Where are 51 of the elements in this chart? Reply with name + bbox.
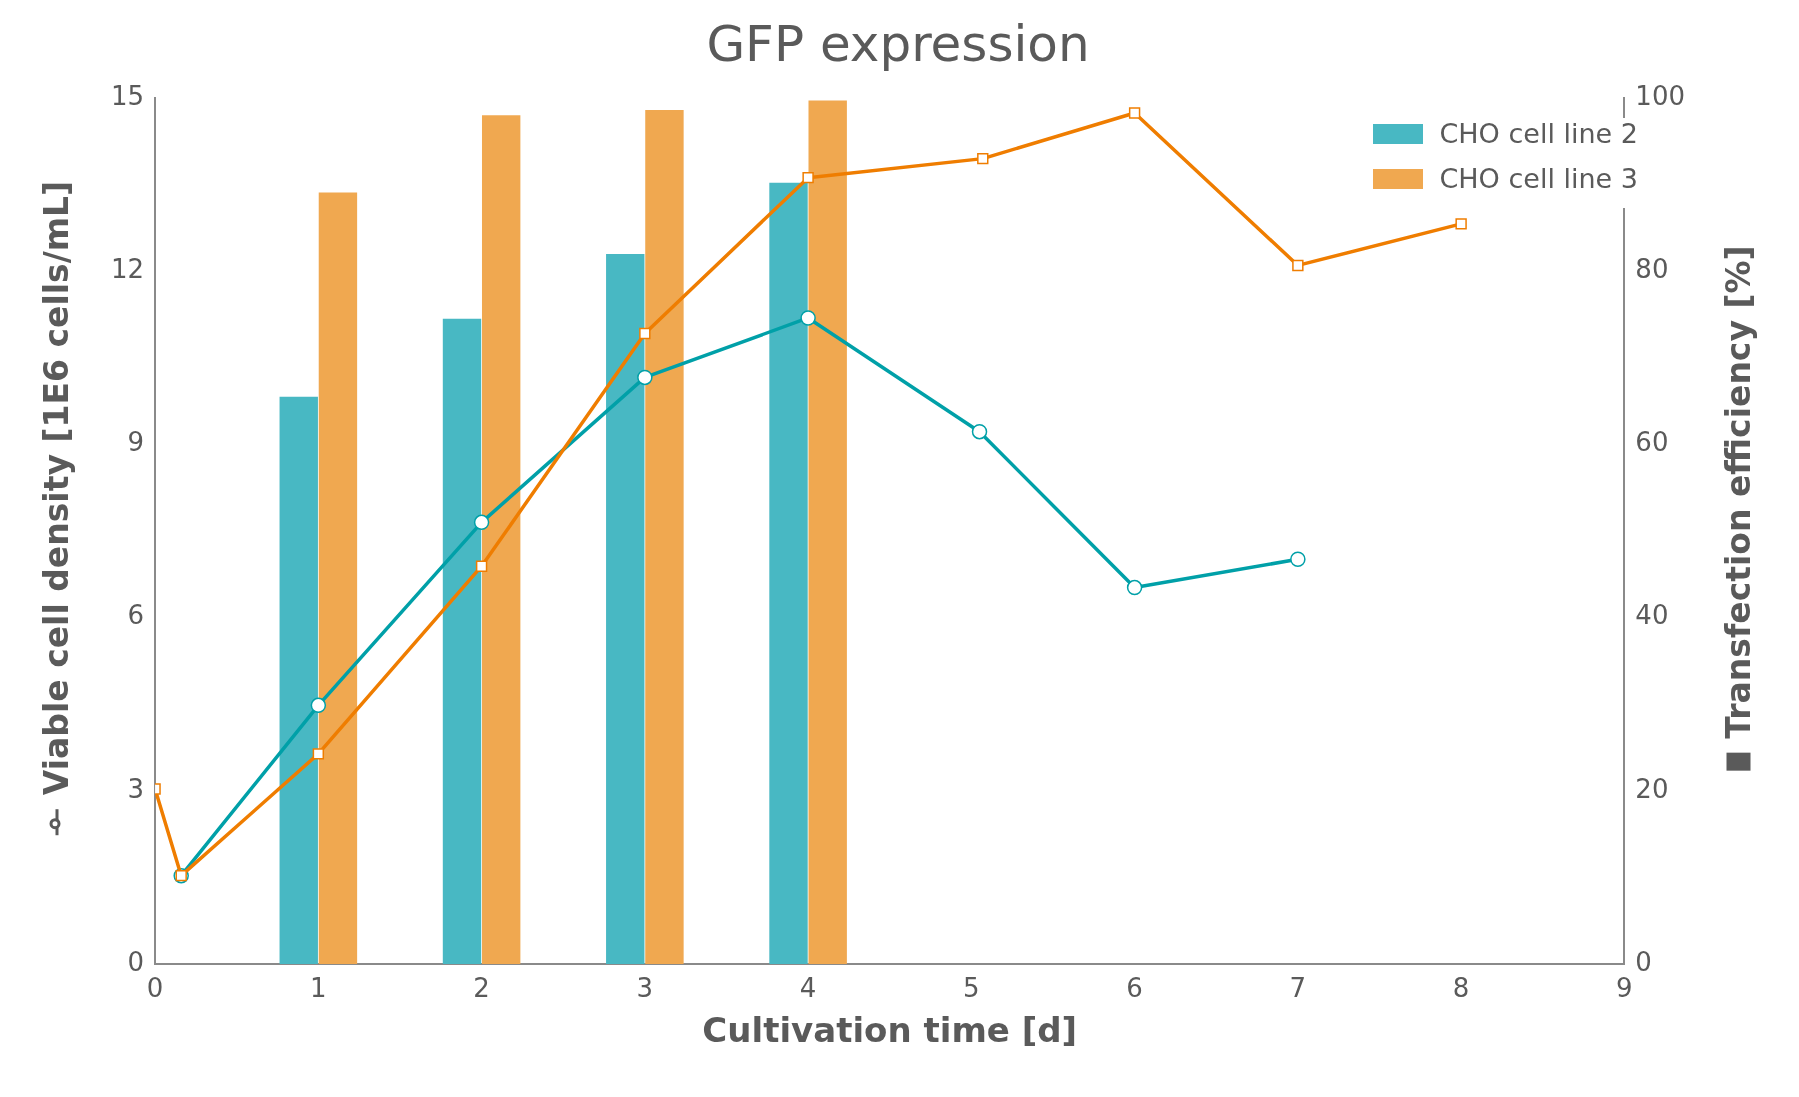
bar [442, 318, 482, 964]
point [312, 748, 325, 760]
bar [481, 115, 521, 964]
x-tick-label: 0 [146, 973, 164, 1004]
bar [645, 110, 684, 964]
y-tick-label: 12 [110, 253, 145, 284]
point [1292, 259, 1304, 272]
y2-tick-label: 20 [1635, 773, 1669, 804]
y2-tick-label: 40 [1635, 600, 1669, 631]
y-tick-label: 9 [127, 427, 145, 458]
x-tick-label: 5 [963, 973, 980, 1004]
point [977, 152, 989, 165]
legend-label: CHO cell line 2 [1439, 118, 1638, 149]
x-tick-label: 7 [1289, 973, 1307, 1004]
x-tick-label: 8 [1452, 973, 1470, 1004]
point [802, 171, 814, 184]
x-tick-label: 4 [799, 973, 817, 1004]
bar [318, 192, 358, 964]
x-tick-label: 2 [473, 973, 490, 1004]
x-axis-title: Cultivation time [d] [702, 1010, 1078, 1051]
point [637, 369, 653, 386]
legend-label: CHO cell line 3 [1439, 163, 1638, 194]
point [1455, 218, 1467, 230]
y-axis-title: Viable cell density [1E6 cells/mL] [36, 180, 76, 796]
y2-tick-label: 100 [1635, 80, 1686, 111]
bar [769, 182, 808, 964]
point [971, 423, 988, 440]
point [639, 327, 651, 340]
x-tick-label: 1 [310, 973, 327, 1004]
point [800, 310, 816, 326]
y2-axis-title: Transfection efficiency [%] [1718, 245, 1758, 739]
bar [808, 100, 847, 964]
x-tick-label: 6 [1126, 973, 1143, 1004]
y2-tick-label: 60 [1635, 427, 1669, 458]
y-tick-label: 0 [127, 946, 145, 977]
x-tick-label: 3 [636, 973, 654, 1004]
point [475, 560, 488, 572]
point [1128, 107, 1141, 119]
point [1126, 579, 1143, 596]
point [473, 514, 490, 531]
y2-tick-label: 80 [1635, 253, 1669, 284]
bar [279, 396, 318, 964]
y2-tick-label: 0 [1635, 946, 1652, 977]
x-tick-label: 9 [1616, 973, 1633, 1004]
bar [606, 253, 645, 964]
y-tick-label: 3 [127, 773, 145, 804]
y-tick-label: 15 [110, 80, 145, 111]
point [310, 697, 327, 714]
chart-title: GFP expression [706, 14, 1090, 73]
point [1290, 551, 1306, 568]
y-tick-label: 6 [127, 600, 145, 631]
